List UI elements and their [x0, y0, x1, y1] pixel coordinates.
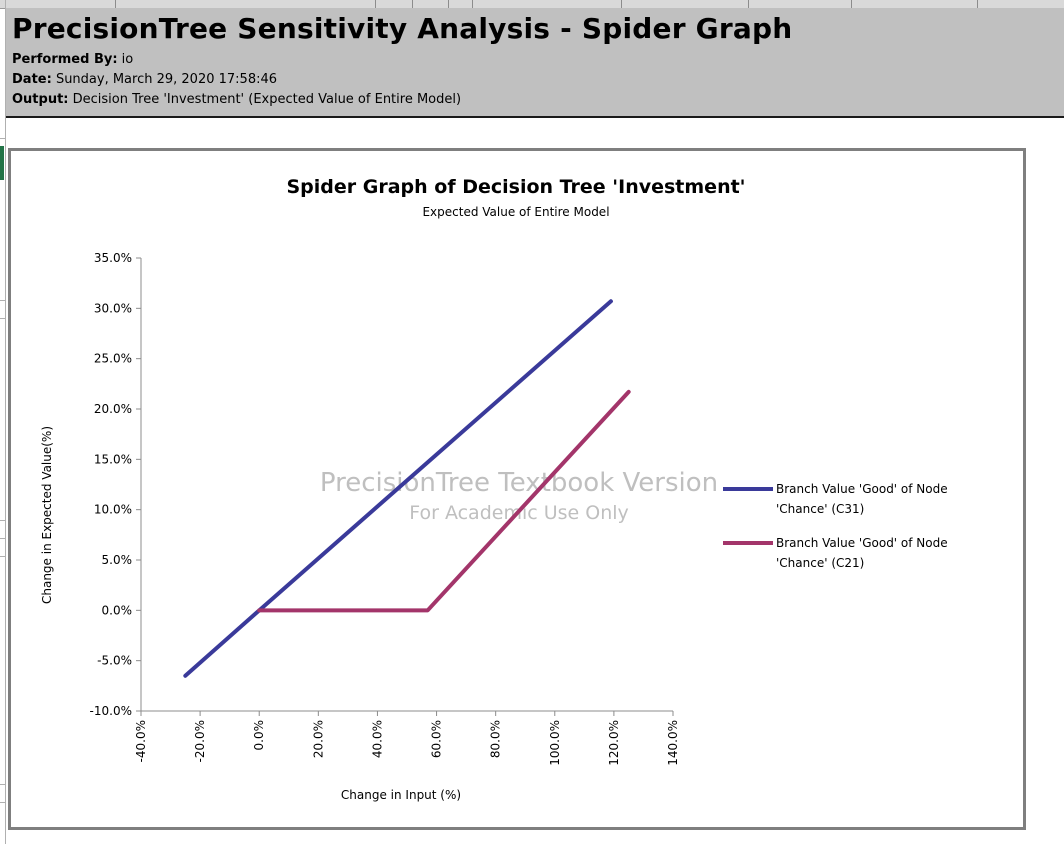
- y-tick-label: 25.0%: [94, 352, 132, 366]
- performed-by-label: Performed By:: [12, 52, 118, 67]
- legend-label-1: 'Chance' (C31): [776, 502, 864, 516]
- y-tick-label: -5.0%: [97, 654, 132, 668]
- chart-series: [183, 299, 631, 678]
- date-line: Date: Sunday, March 29, 2020 17:58:46: [12, 72, 277, 87]
- output-value: Decision Tree 'Investment' (Expected Val…: [72, 92, 462, 107]
- column-divider: [472, 0, 473, 8]
- column-divider: [115, 0, 116, 8]
- y-tick-label: 10.0%: [94, 503, 132, 517]
- x-tick-label: -20.0%: [193, 720, 207, 762]
- y-tick-label: -10.0%: [90, 704, 132, 718]
- chart-axes: 35.0% 30.0% 25.0% 20.0% 15.0% 10.0% 5.0% 0.0% -5…: [90, 251, 680, 766]
- column-divider: [748, 0, 749, 8]
- watermark-line-1: PrecisionTree Textbook Version: [320, 468, 718, 498]
- legend-label-2: Branch Value 'Good' of Node: [776, 536, 948, 550]
- watermark: PrecisionTree Textbook Version For Acade…: [320, 468, 718, 524]
- column-divider: [448, 0, 449, 8]
- row-divider: [0, 138, 5, 139]
- y-tick-label: 5.0%: [102, 553, 133, 567]
- row-divider: [0, 556, 5, 557]
- series-line-2: [257, 389, 631, 613]
- row-divider: [0, 520, 5, 521]
- y-tick-label: 20.0%: [94, 402, 132, 416]
- spider-graph: Spider Graph of Decision Tree 'Investmen…: [40, 176, 948, 802]
- y-tick-label: 30.0%: [94, 301, 132, 315]
- column-divider: [412, 0, 413, 8]
- row-divider: [0, 802, 5, 803]
- y-tick-label: 15.0%: [94, 452, 132, 466]
- x-tick-label: 20.0%: [311, 720, 325, 758]
- x-tick-label: -40.0%: [134, 720, 148, 762]
- x-tick-label: 140.0%: [666, 720, 680, 766]
- date-value: Sunday, March 29, 2020 17:58:46: [55, 72, 278, 87]
- x-tick-label: 100.0%: [548, 720, 562, 766]
- y-tick-label: 35.0%: [94, 251, 132, 265]
- row-divider: [0, 318, 5, 319]
- chart-subtitle: Expected Value of Entire Model: [422, 205, 609, 219]
- report-title: PrecisionTree Sensitivity Analysis - Spi…: [12, 12, 793, 45]
- performed-by-line: Performed By: io: [12, 52, 133, 67]
- chart-container[interactable]: Spider Graph of Decision Tree 'Investmen…: [8, 148, 1026, 830]
- legend-label-2: 'Chance' (C21): [776, 556, 864, 570]
- x-tick-label: 0.0%: [252, 720, 266, 751]
- column-divider: [375, 0, 376, 8]
- output-label: Output:: [12, 92, 69, 107]
- chart-legend: Branch Value 'Good' of Node 'Chance' (C31…: [723, 482, 948, 570]
- column-divider: [621, 0, 622, 8]
- x-tick-label: 60.0%: [430, 720, 444, 758]
- legend-label-1: Branch Value 'Good' of Node: [776, 482, 948, 496]
- row-divider: [0, 538, 5, 539]
- column-divider: [977, 0, 978, 8]
- active-cell-indicator: [0, 146, 4, 180]
- row-header-border: [5, 0, 6, 844]
- x-axis-title: Change in Input (%): [341, 788, 461, 802]
- report-header: PrecisionTree Sensitivity Analysis - Spi…: [6, 8, 1064, 118]
- x-tick-label: 120.0%: [607, 720, 621, 766]
- y-tick-label: 0.0%: [102, 603, 133, 617]
- performed-by-value: io: [121, 52, 134, 67]
- date-label: Date:: [12, 72, 52, 87]
- x-tick-label: 40.0%: [370, 720, 384, 758]
- row-divider: [0, 300, 5, 301]
- x-tick-label: 80.0%: [489, 720, 503, 758]
- y-axis-title: Change in Expected Value(%): [40, 426, 54, 604]
- column-divider: [851, 0, 852, 8]
- output-line: Output: Decision Tree 'Investment' (Expe…: [12, 92, 461, 107]
- chart-title: Spider Graph of Decision Tree 'Investmen…: [287, 176, 746, 198]
- row-divider: [0, 784, 5, 785]
